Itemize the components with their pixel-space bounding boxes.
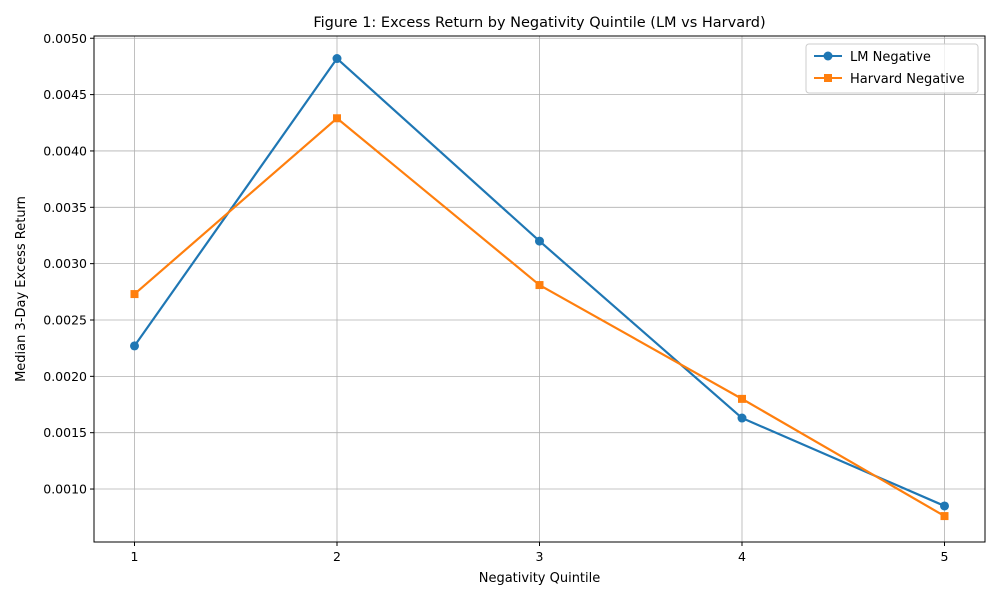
data-point-harvard-negative	[940, 512, 949, 521]
x-tick-label: 3	[536, 549, 544, 564]
y-tick-label: 0.0050	[43, 31, 87, 46]
data-point-harvard-negative	[535, 281, 544, 290]
data-point-harvard-negative	[333, 114, 341, 123]
y-tick-label: 0.0030	[43, 256, 87, 271]
y-tick-label: 0.0045	[43, 87, 87, 102]
legend-marker-harvard-negative	[824, 74, 832, 82]
x-tick-label: 2	[333, 549, 341, 564]
legend-marker-lm-negative	[823, 51, 833, 61]
legend: LM Negative Harvard Negative	[805, 43, 979, 94]
data-point-lm-negative	[737, 413, 747, 423]
y-axis-ticks: 0.0010 0.0015 0.0020 0.0025 0.0030 0.0035 0.00…	[43, 31, 94, 497]
y-axis-label: Median 3-Day Excess Return	[14, 196, 29, 382]
x-tick-label: 1	[131, 549, 139, 564]
y-tick-label: 0.0035	[43, 200, 87, 215]
y-tick-label: 0.0010	[43, 482, 87, 497]
series-layer	[130, 54, 949, 521]
chart-title: Figure 1: Excess Return by Negativity Qu…	[313, 15, 765, 31]
y-tick-label: 0.0015	[43, 425, 87, 440]
data-point-harvard-negative	[738, 394, 746, 403]
data-point-lm-negative	[535, 236, 544, 246]
data-point-harvard-negative	[130, 290, 139, 299]
data-point-lm-negative	[130, 341, 139, 351]
x-tick-label: 4	[738, 549, 746, 564]
y-tick-label: 0.0020	[43, 369, 87, 384]
x-axis-label: Negativity Quintile	[479, 571, 601, 586]
y-tick-label: 0.0025	[43, 312, 87, 327]
y-tick-label: 0.0040	[43, 143, 87, 158]
legend-frame	[805, 43, 979, 94]
data-point-lm-negative	[940, 501, 949, 511]
x-axis-ticks: 1 2 3 4 5	[131, 542, 949, 564]
data-point-lm-negative	[332, 54, 342, 64]
x-tick-label: 5	[941, 549, 949, 564]
legend-label-harvard-negative: Harvard Negative	[850, 72, 965, 87]
legend-label-lm-negative: LM Negative	[850, 50, 931, 65]
